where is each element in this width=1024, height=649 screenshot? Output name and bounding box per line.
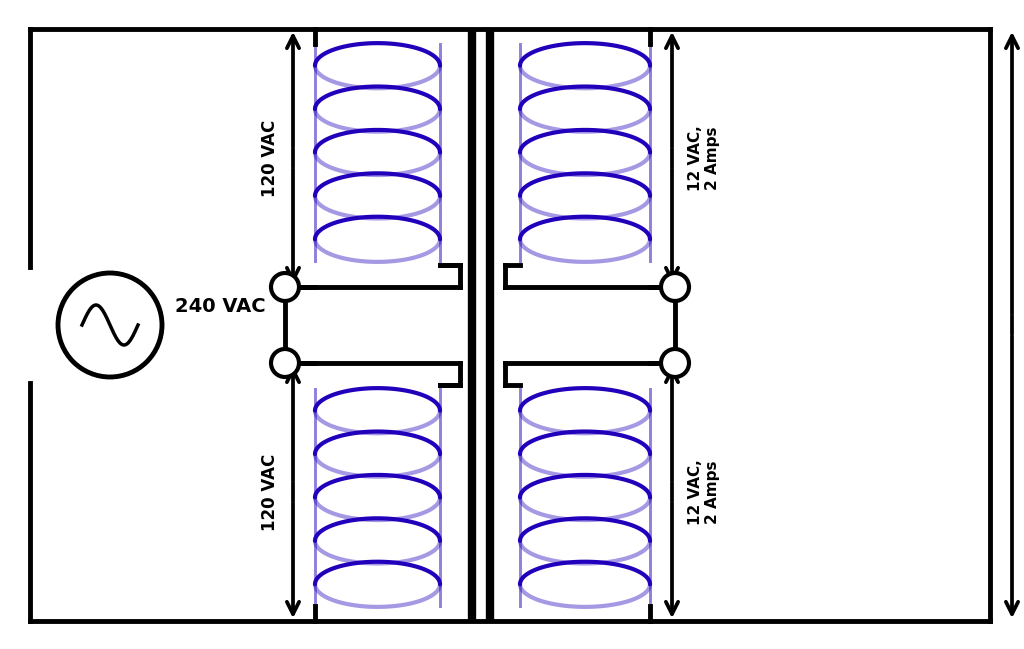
Text: 120 VAC: 120 VAC bbox=[261, 454, 279, 531]
Circle shape bbox=[662, 273, 689, 301]
Circle shape bbox=[662, 349, 689, 377]
Text: 120 VAC: 120 VAC bbox=[261, 119, 279, 197]
Text: 240 VAC: 240 VAC bbox=[175, 297, 265, 317]
Circle shape bbox=[271, 349, 299, 377]
Text: 12 VAC,
2 Amps: 12 VAC, 2 Amps bbox=[688, 459, 720, 525]
Circle shape bbox=[271, 273, 299, 301]
Text: 12 VAC,
2 Amps: 12 VAC, 2 Amps bbox=[688, 125, 720, 191]
